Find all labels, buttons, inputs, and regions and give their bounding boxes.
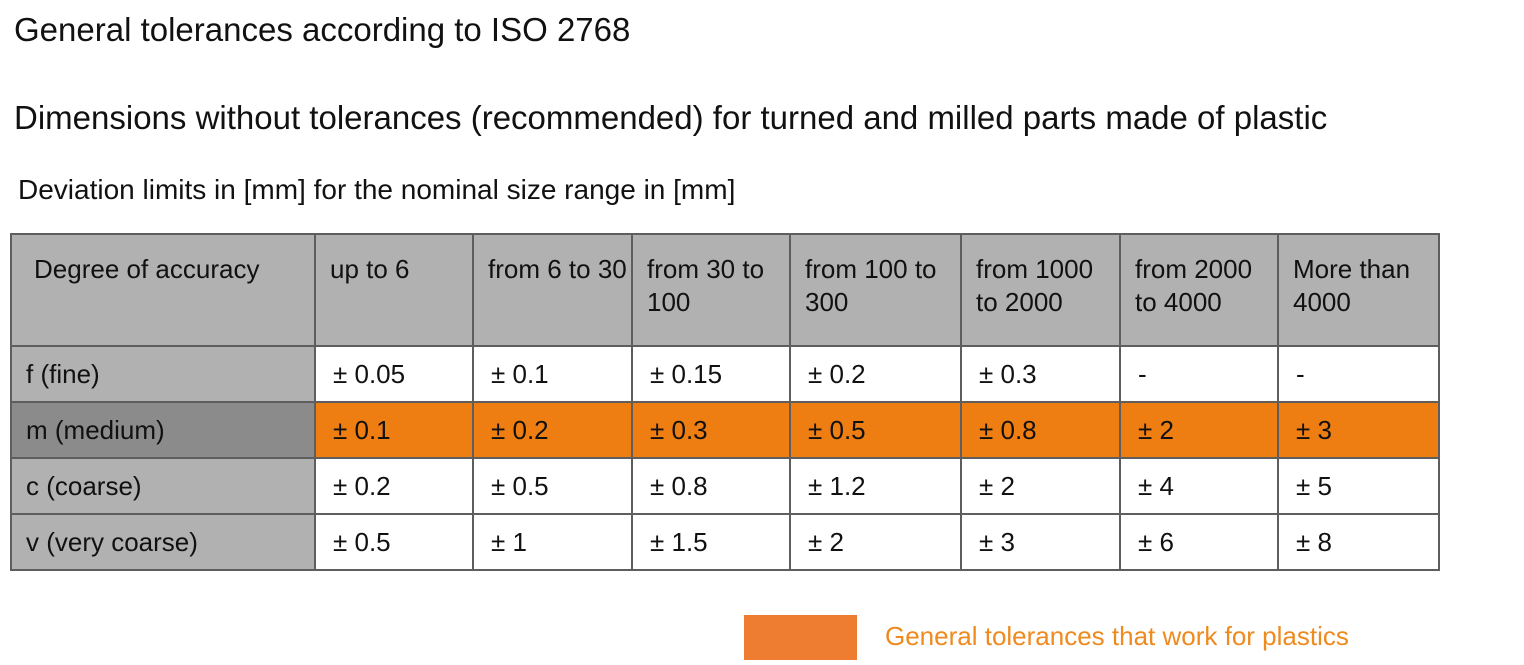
table-cell: - <box>1119 345 1279 403</box>
legend-label: General tolerances that work for plastic… <box>885 621 1349 651</box>
row-label: f (fine) <box>10 345 316 403</box>
page-title: General tolerances according to ISO 2768 <box>14 11 631 48</box>
table-cell: ± 3 <box>960 513 1121 571</box>
table-cell: ± 0.3 <box>631 401 791 459</box>
page-subtitle: Dimensions without tolerances (recommend… <box>14 99 1328 136</box>
table-cell: ± 0.5 <box>314 513 474 571</box>
row-label: m (medium) <box>10 401 316 459</box>
column-header-range: from 30 to 100 <box>631 233 791 347</box>
row-label: v (very coarse) <box>10 513 316 571</box>
table-cell: ± 0.2 <box>314 457 474 515</box>
table-cell: ± 6 <box>1119 513 1279 571</box>
column-header-range: More than 4000 <box>1277 233 1440 347</box>
column-header-range: up to 6 <box>314 233 474 347</box>
table-cell: ± 2 <box>1119 401 1279 459</box>
column-header-range: from 1000 to 2000 <box>960 233 1121 347</box>
table-row-coarse: c (coarse) ± 0.2 ± 0.5 ± 0.8 ± 1.2 ± 2 ±… <box>10 457 1440 515</box>
table-cell: ± 0.8 <box>631 457 791 515</box>
table-cell: ± 0.1 <box>472 345 633 403</box>
column-header-degree: Degree of accuracy <box>10 233 316 347</box>
table-cell: ± 0.2 <box>472 401 633 459</box>
table-cell: ± 1.2 <box>789 457 962 515</box>
table-cell: ± 0.3 <box>960 345 1121 403</box>
table-cell: ± 8 <box>1277 513 1440 571</box>
table-caption: Deviation limits in [mm] for the nominal… <box>18 174 736 205</box>
table-cell: ± 1.5 <box>631 513 791 571</box>
table-cell: ± 2 <box>789 513 962 571</box>
table-row-very-coarse: v (very coarse) ± 0.5 ± 1 ± 1.5 ± 2 ± 3 … <box>10 513 1440 571</box>
column-header-range: from 6 to 30 <box>472 233 633 347</box>
table-cell: ± 0.1 <box>314 401 474 459</box>
table-cell: - <box>1277 345 1440 403</box>
table-cell: ± 5 <box>1277 457 1440 515</box>
table-cell: ± 0.5 <box>472 457 633 515</box>
table-cell: ± 0.8 <box>960 401 1121 459</box>
table-cell: ± 4 <box>1119 457 1279 515</box>
row-label: c (coarse) <box>10 457 316 515</box>
column-header-range: from 100 to 300 <box>789 233 962 347</box>
table-cell: ± 0.15 <box>631 345 791 403</box>
table-cell: ± 1 <box>472 513 633 571</box>
column-header-range: from 2000 to 4000 <box>1119 233 1279 347</box>
table-cell: ± 3 <box>1277 401 1440 459</box>
table-cell: ± 0.5 <box>789 401 962 459</box>
table-cell: ± 0.05 <box>314 345 474 403</box>
table-row-medium-highlighted: m (medium) ± 0.1 ± 0.2 ± 0.3 ± 0.5 ± 0.8… <box>10 401 1440 459</box>
table-row-fine: f (fine) ± 0.05 ± 0.1 ± 0.15 ± 0.2 ± 0.3… <box>10 345 1440 403</box>
table-header-row: Degree of accuracy up to 6 from 6 to 30 … <box>10 233 1440 347</box>
table-cell: ± 0.2 <box>789 345 962 403</box>
table-cell: ± 2 <box>960 457 1121 515</box>
tolerance-table: Degree of accuracy up to 6 from 6 to 30 … <box>10 233 1440 571</box>
legend-swatch <box>744 615 857 660</box>
